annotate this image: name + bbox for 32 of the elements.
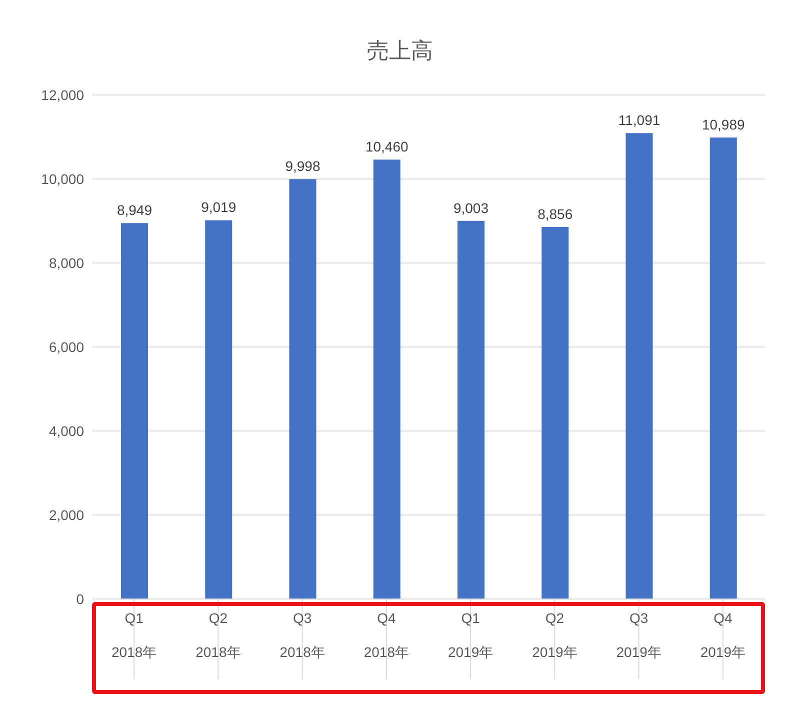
data-label: 8,856 bbox=[538, 206, 573, 222]
data-label: 11,091 bbox=[618, 112, 660, 128]
data-label: 9,998 bbox=[285, 158, 320, 174]
bar bbox=[121, 223, 148, 599]
bar bbox=[373, 160, 400, 599]
data-label: 10,989 bbox=[702, 116, 745, 132]
bar bbox=[205, 220, 232, 599]
category-label: Q3 2019年 bbox=[616, 610, 662, 660]
data-label: 9,003 bbox=[453, 200, 489, 216]
data-label: 9,019 bbox=[201, 199, 236, 216]
y-tick-label: 8,000 bbox=[48, 254, 84, 271]
category-label: Q1 2019年 bbox=[448, 610, 494, 660]
y-tick-label: 6,000 bbox=[48, 338, 84, 355]
category-label: Q4 2019年 bbox=[700, 610, 746, 660]
category-label: Q2 2019年 bbox=[532, 610, 578, 660]
bar bbox=[710, 137, 737, 599]
category-label: Q3 2018年 bbox=[280, 610, 325, 660]
y-tick-label: 2,000 bbox=[48, 506, 84, 523]
y-tick-label: 4,000 bbox=[48, 422, 84, 439]
bar bbox=[542, 227, 569, 599]
category-label: Q2 2018年 bbox=[196, 610, 241, 660]
data-label: 10,460 bbox=[365, 138, 408, 155]
y-tick-label: 0 bbox=[76, 590, 84, 607]
chart-title: 売上高 bbox=[366, 37, 434, 65]
bar bbox=[458, 220, 484, 599]
data-label: 8,949 bbox=[116, 202, 152, 218]
category-label: Q1 2018年 bbox=[111, 610, 157, 660]
category-label: Q4 2018年 bbox=[364, 610, 410, 660]
y-tick-label: 12,000 bbox=[41, 86, 84, 103]
bar bbox=[289, 179, 316, 599]
bar bbox=[626, 133, 653, 599]
y-tick-label: 10,000 bbox=[41, 170, 84, 187]
